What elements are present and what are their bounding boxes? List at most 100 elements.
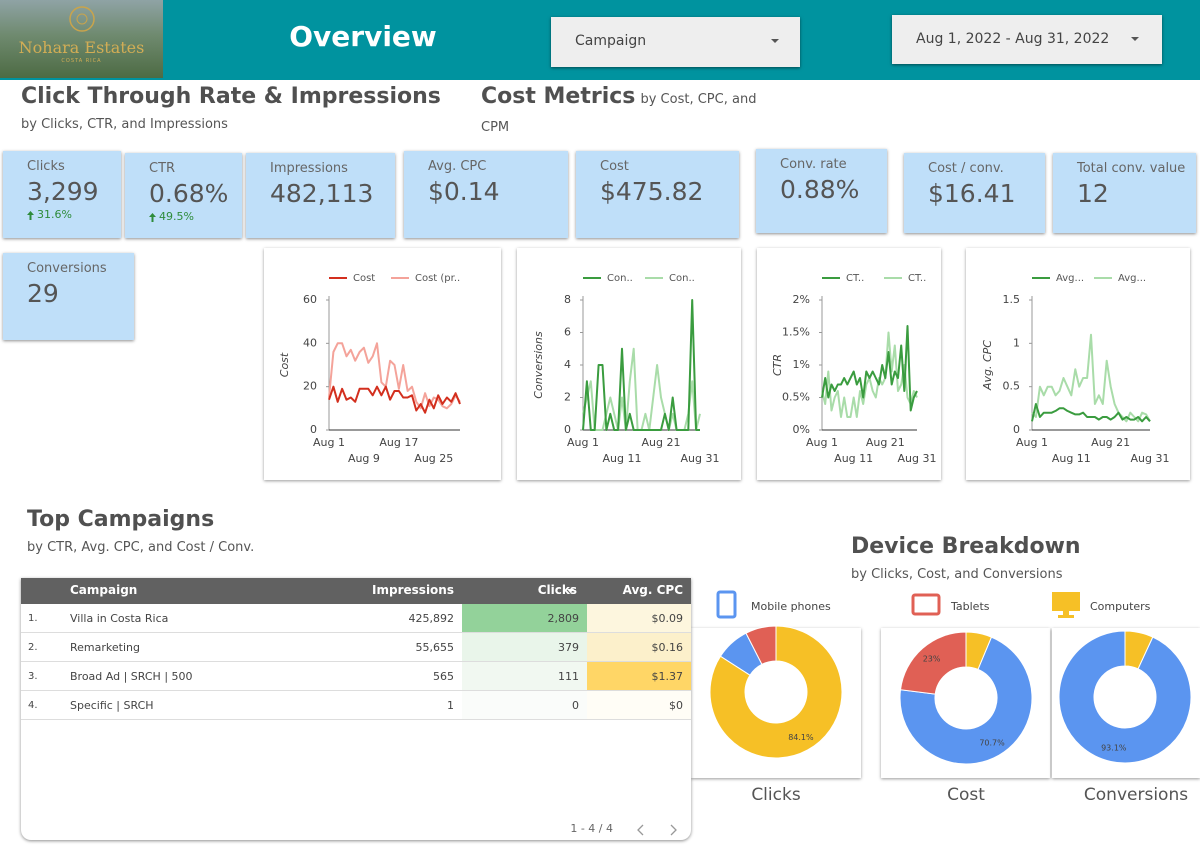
table-cell: $0.16 [587, 633, 691, 661]
kpi-value: $16.41 [928, 179, 1016, 208]
legend-label: Cost [353, 273, 375, 284]
kpi-delta-row: 49.5% [149, 210, 242, 224]
section-subtitle: by Clicks, Cost, and Conversions [851, 567, 1063, 582]
table-cell: Villa in Costa Rica [70, 612, 169, 625]
table-cell: $0 [587, 691, 691, 719]
date-filter[interactable]: Aug 1, 2022 - Aug 31, 2022 [892, 15, 1162, 64]
section-subtitle: by Clicks, CTR, and Impressions [21, 117, 228, 132]
column-header: Campaign [70, 583, 138, 597]
section-heading: Cost Metrics by Cost, CPC, and CPM [481, 84, 766, 141]
logo: Nohara Estates COSTA RICA [0, 0, 163, 78]
slice-label: 70.7% [979, 739, 1005, 748]
series-line [582, 347, 701, 431]
delta-arrow [149, 212, 156, 222]
kpi-label: CTR [149, 161, 176, 176]
kpi-value: $0.14 [428, 177, 500, 206]
section-title: Device Breakdown [851, 534, 1081, 559]
campaign-filter[interactable]: Campaign [551, 17, 800, 67]
y-tick-label: 0 [310, 423, 317, 436]
kpi-card: CTR 0.68% 49.5% [125, 153, 242, 238]
pager-arrows[interactable] [635, 823, 680, 837]
y-tick-label: 1.5% [782, 326, 810, 339]
y-tick-label: 8 [564, 293, 571, 306]
y-tick-label: 1 [1013, 336, 1020, 349]
donut-slice [1124, 630, 1154, 670]
series-line [582, 299, 700, 431]
legend-label: Computers [1090, 600, 1151, 613]
row-divider [21, 661, 691, 662]
slice-label: 23% [923, 654, 941, 663]
x-tick-label: Aug 11 [834, 452, 873, 465]
table-cell: 4. [28, 700, 38, 711]
donut-slice [965, 631, 993, 671]
sort-indicator[interactable] [567, 589, 574, 594]
y-axis-label: Avg. CPC [981, 340, 994, 391]
kpi-card: Total conv. value 12 [1053, 153, 1196, 233]
kpi-value: 482,113 [270, 179, 374, 208]
kpi-card: Clicks 3,299 31.6% [3, 151, 121, 238]
donut-title: Clicks [751, 785, 801, 805]
chart-panel [517, 248, 741, 480]
table-header [21, 578, 691, 604]
table-cell: 565 [433, 670, 454, 683]
kpi-card: Conv. rate 0.88% [756, 149, 887, 233]
x-tick-label: Aug 1 [806, 436, 838, 449]
chart-panel [264, 248, 501, 480]
table-cell: 55,655 [415, 641, 455, 654]
caret [771, 39, 779, 43]
kpi-value: 12 [1077, 179, 1109, 208]
legend-label: Mobile phones [751, 600, 831, 613]
row-divider [21, 719, 691, 720]
y-tick-label: 4 [564, 358, 571, 371]
row-divider [21, 632, 691, 633]
table-cell: $0.09 [587, 604, 691, 632]
section-title: Click Through Rate & Impressions [21, 84, 441, 109]
donut-title: Cost [947, 785, 985, 805]
y-axis-label: Conversions [532, 331, 545, 399]
row-divider [21, 690, 691, 691]
kpi-label: Conversions [27, 261, 107, 276]
legend-label: Tablets [950, 600, 990, 613]
kpi-value: 0.88% [780, 175, 860, 204]
x-tick-label: Aug 21 [866, 436, 905, 449]
donut-title: Conversions [1084, 785, 1188, 805]
legend-label: Con.. [607, 273, 633, 284]
logo-emblem [69, 6, 95, 32]
logo-subtext: COSTA RICA [61, 58, 102, 64]
delta-arrow [27, 210, 34, 220]
kpi-delta-row: 31.6% [27, 208, 121, 222]
kpi-label: Total conv. value [1077, 161, 1186, 176]
x-tick-label: Aug 25 [414, 452, 453, 465]
series-line [821, 325, 918, 412]
y-tick-label: 0 [564, 423, 571, 436]
legend-label: CT.. [908, 273, 926, 284]
series-line [328, 385, 461, 414]
x-tick-label: Aug 21 [642, 436, 681, 449]
kpi-card: Conversions 29 [3, 253, 134, 340]
caret [1131, 37, 1139, 41]
section-title: Cost Metrics [481, 84, 636, 109]
table-cell: 3. [28, 671, 38, 682]
y-tick-label: 20 [303, 380, 317, 393]
kpi-value: 3,299 [27, 177, 99, 206]
chart-panel [757, 248, 941, 480]
filter-label: Aug 1, 2022 - Aug 31, 2022 [916, 31, 1110, 47]
table-cell: $1.37 [587, 662, 691, 690]
logo-text: Nohara Estates [18, 38, 145, 57]
table-cell: Broad Ad | SRCH | 500 [70, 670, 193, 683]
kpi-value: 0.68% [149, 179, 229, 208]
legend-label: Con.. [669, 273, 695, 284]
kpi-value: $475.82 [600, 177, 704, 206]
kpi-card: Cost $475.82 [576, 151, 739, 238]
x-tick-label: Aug 1 [1016, 436, 1048, 449]
y-axis-label: Cost [278, 352, 291, 377]
donut-slice [899, 636, 1033, 765]
y-tick-label: 2 [564, 391, 571, 404]
kpi-label: Cost [600, 159, 629, 174]
legend-label: Avg... [1118, 273, 1146, 284]
kpi-delta: 31.6% [37, 208, 72, 221]
y-tick-label: 1.5 [1003, 293, 1021, 306]
series-line [1031, 333, 1151, 423]
kpi-card: Cost / conv. $16.41 [904, 153, 1045, 233]
